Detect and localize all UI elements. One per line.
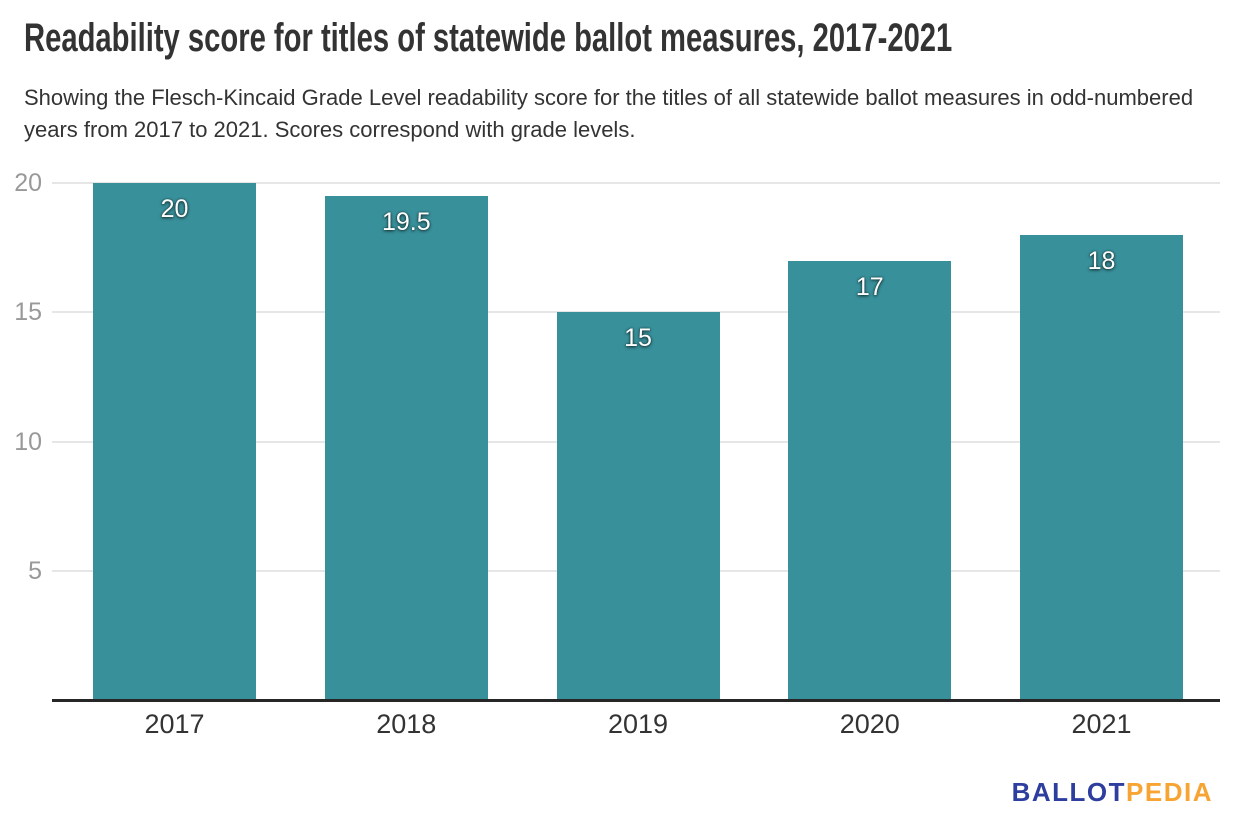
bar-2020[interactable]: 17 bbox=[788, 260, 952, 700]
x-axis-label-2017: 2017 bbox=[144, 709, 205, 739]
bar-value-label: 19.5 bbox=[381, 207, 431, 236]
y-axis-tick-label: 15 bbox=[14, 298, 42, 327]
x-axis-label-2020: 2020 bbox=[839, 709, 900, 739]
bar-value-label: 17 bbox=[855, 272, 884, 301]
bar-value-label: 15 bbox=[624, 324, 652, 353]
bar-2021[interactable]: 18 bbox=[1020, 234, 1183, 700]
y-axis-tick-label: 10 bbox=[14, 427, 42, 456]
logo-text-pedia: PEDIA bbox=[1126, 777, 1213, 807]
y-axis-tick-label: 20 bbox=[14, 169, 42, 197]
gridline bbox=[52, 182, 1220, 184]
x-axis-label-2019: 2019 bbox=[607, 709, 669, 739]
y-axis-tick-label: 5 bbox=[28, 556, 42, 585]
x-axis-label-2021: 2021 bbox=[1071, 709, 1132, 739]
ballotpedia-logo[interactable]: BALLOTPEDIA bbox=[1012, 777, 1213, 808]
chart-subtitle: Showing the Flesch-Kincaid Grade Level r… bbox=[24, 85, 1194, 142]
bar-value-label: 18 bbox=[1087, 246, 1116, 275]
logo-text-ballot: BALLOT bbox=[1011, 777, 1127, 807]
bar-2017[interactable]: 20 bbox=[93, 183, 256, 700]
bar-2018[interactable]: 19.5 bbox=[324, 195, 488, 700]
chart-title: Readability score for titles of statewid… bbox=[24, 16, 953, 60]
x-axis-label-2018: 2018 bbox=[376, 709, 437, 739]
bar-2019[interactable]: 15 bbox=[556, 312, 720, 701]
x-axis-line bbox=[52, 699, 1220, 702]
bar-value-label: 20 bbox=[160, 195, 189, 223]
